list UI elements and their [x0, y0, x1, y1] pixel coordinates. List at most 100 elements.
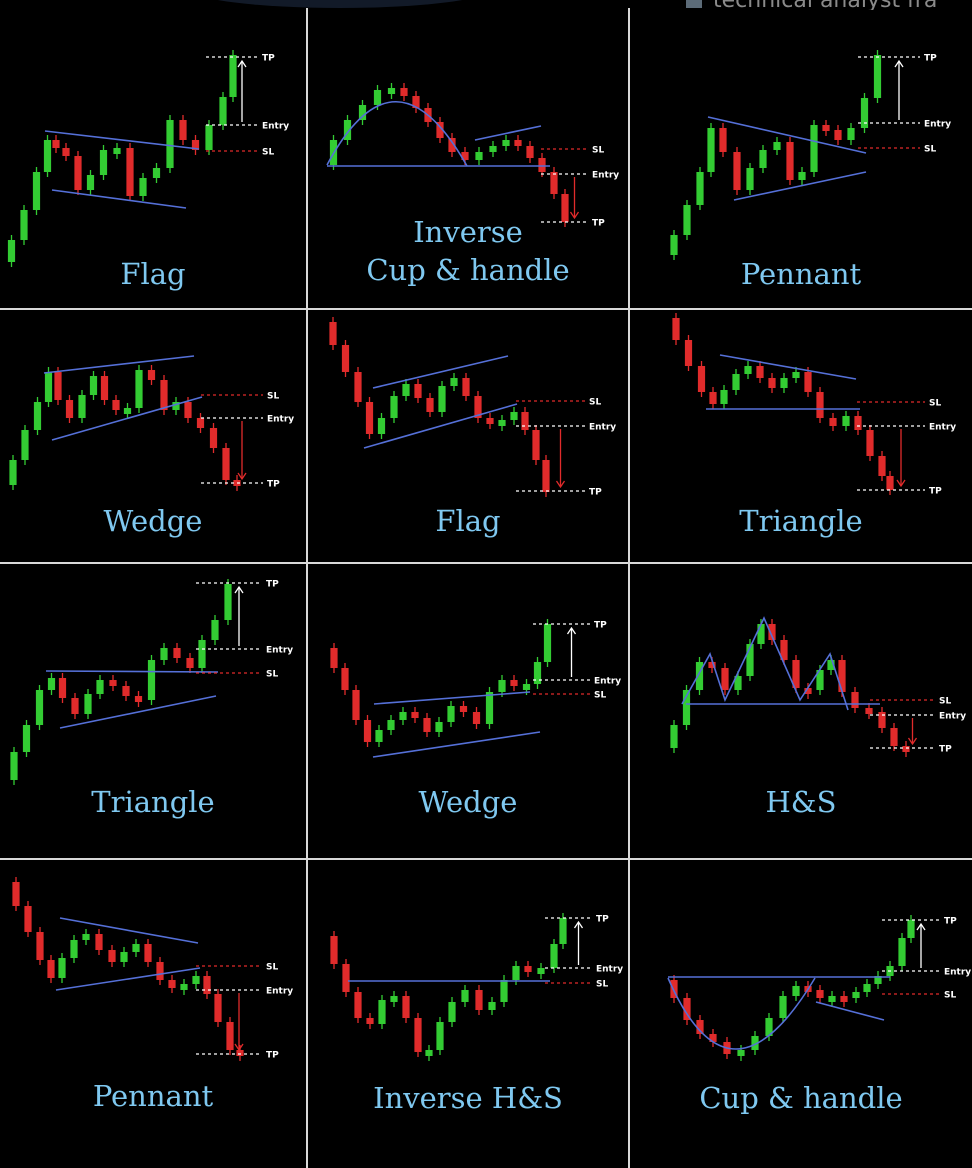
bearish-candle — [402, 996, 410, 1018]
pattern-chart: TP Entry SL — [670, 50, 951, 260]
bearish-candle — [414, 384, 422, 398]
bullish-candle — [732, 374, 740, 390]
bullish-candle — [816, 670, 824, 690]
trend-line — [51, 396, 203, 441]
bullish-candle — [475, 152, 483, 160]
bearish-candle — [12, 882, 20, 906]
level-label-sl: SL — [589, 398, 601, 408]
bullish-candle — [96, 680, 104, 694]
trend-line — [474, 125, 542, 141]
bearish-candle — [684, 340, 693, 366]
bearish-candle — [514, 140, 522, 146]
bearish-candle — [733, 152, 741, 190]
level-label-tp: TP — [592, 219, 605, 229]
pattern-panel-wedge-bear: SL Entry TP Wedge — [0, 310, 306, 562]
bullish-candle — [224, 584, 232, 620]
bearish-candle — [214, 994, 222, 1022]
bullish-candle — [498, 420, 506, 426]
bearish-candle — [486, 418, 494, 424]
bearish-candle — [822, 125, 830, 131]
bookmark-icon — [686, 0, 702, 8]
bullish-candle — [172, 402, 180, 410]
bullish-candle — [792, 986, 800, 996]
bearish-candle — [708, 662, 716, 668]
bearish-candle — [411, 712, 419, 718]
pattern-label: Triangle — [739, 504, 863, 538]
level-label-entry: Entry — [944, 968, 971, 978]
bearish-candle — [768, 378, 776, 388]
level-label-entry: Entry — [924, 120, 951, 130]
bullish-candle — [43, 140, 52, 172]
bullish-candle — [180, 984, 188, 990]
pattern-panel-flag-bull: TP Entry SL Flag — [0, 0, 306, 308]
bearish-candle — [436, 122, 444, 138]
bearish-candle — [721, 668, 729, 690]
bullish-candle — [828, 996, 836, 1002]
target-arrow-head — [573, 920, 584, 929]
pattern-panel-triangle-bull: TP Entry SL Triangle — [0, 564, 306, 858]
bullish-candle — [99, 150, 108, 175]
level-label-sl: SL — [939, 697, 951, 707]
bearish-candle — [160, 380, 168, 410]
bullish-candle — [827, 660, 835, 670]
bullish-candle — [113, 148, 121, 154]
bullish-candle — [498, 680, 506, 692]
level-label-entry: Entry — [589, 423, 616, 433]
bearish-candle — [459, 706, 468, 712]
bearish-candle — [134, 696, 143, 702]
bearish-candle — [112, 400, 120, 410]
target-arrow-head — [234, 585, 244, 594]
level-label-tp: TP — [267, 480, 280, 490]
pattern-chart: TP Entry SL — [330, 913, 623, 1061]
bearish-candle — [126, 148, 134, 196]
level-label-entry: Entry — [266, 646, 293, 656]
bullish-candle — [488, 1002, 496, 1010]
bullish-candle — [20, 210, 28, 240]
bearish-candle — [52, 140, 60, 148]
bullish-candle — [512, 966, 520, 980]
level-label-entry: Entry — [929, 423, 956, 433]
bullish-candle — [70, 940, 78, 958]
bullish-candle — [447, 706, 455, 722]
level-label-tp: TP — [589, 488, 602, 498]
target-arrow-head — [555, 480, 566, 489]
bullish-candle — [7, 240, 16, 262]
bullish-candle — [82, 934, 90, 940]
bearish-candle — [203, 976, 211, 994]
bearish-candle — [109, 680, 117, 686]
bearish-candle — [696, 1020, 704, 1034]
pattern-panel-pennant-bull: TP Entry SL Pennant — [630, 0, 972, 308]
bearish-candle — [330, 936, 338, 964]
bullish-candle — [358, 105, 367, 120]
bearish-candle — [365, 402, 374, 434]
pattern-chart: SL Entry TP — [672, 313, 956, 497]
bearish-candle — [58, 678, 67, 698]
bearish-candle — [329, 322, 337, 345]
bullish-candle — [377, 418, 386, 434]
bearish-candle — [542, 460, 550, 492]
bearish-candle — [475, 990, 483, 1010]
bearish-candle — [550, 172, 558, 194]
bullish-candle — [734, 676, 742, 690]
level-label-tp: TP — [262, 54, 275, 64]
bullish-candle — [682, 690, 691, 725]
bullish-candle — [559, 918, 567, 944]
pattern-panel-flag-bear: SL Entry TP Flag — [308, 310, 628, 562]
pattern-label: Cup & handle — [699, 1081, 903, 1115]
bearish-candle — [173, 648, 181, 658]
bullish-candle — [373, 90, 382, 105]
bullish-candle — [707, 128, 715, 172]
bullish-candle — [390, 996, 398, 1002]
trend-line — [51, 189, 187, 209]
bearish-candle — [474, 396, 482, 418]
pattern-label: Pennant — [740, 257, 862, 291]
bearish-candle — [886, 476, 894, 490]
bullish-candle — [744, 366, 752, 374]
bearish-candle — [829, 418, 837, 426]
bearish-candle — [526, 146, 534, 158]
level-label-entry: Entry — [596, 965, 623, 975]
bullish-candle — [751, 1036, 759, 1050]
bearish-candle — [156, 962, 164, 980]
bearish-candle — [709, 1034, 717, 1042]
bullish-candle — [387, 88, 396, 94]
